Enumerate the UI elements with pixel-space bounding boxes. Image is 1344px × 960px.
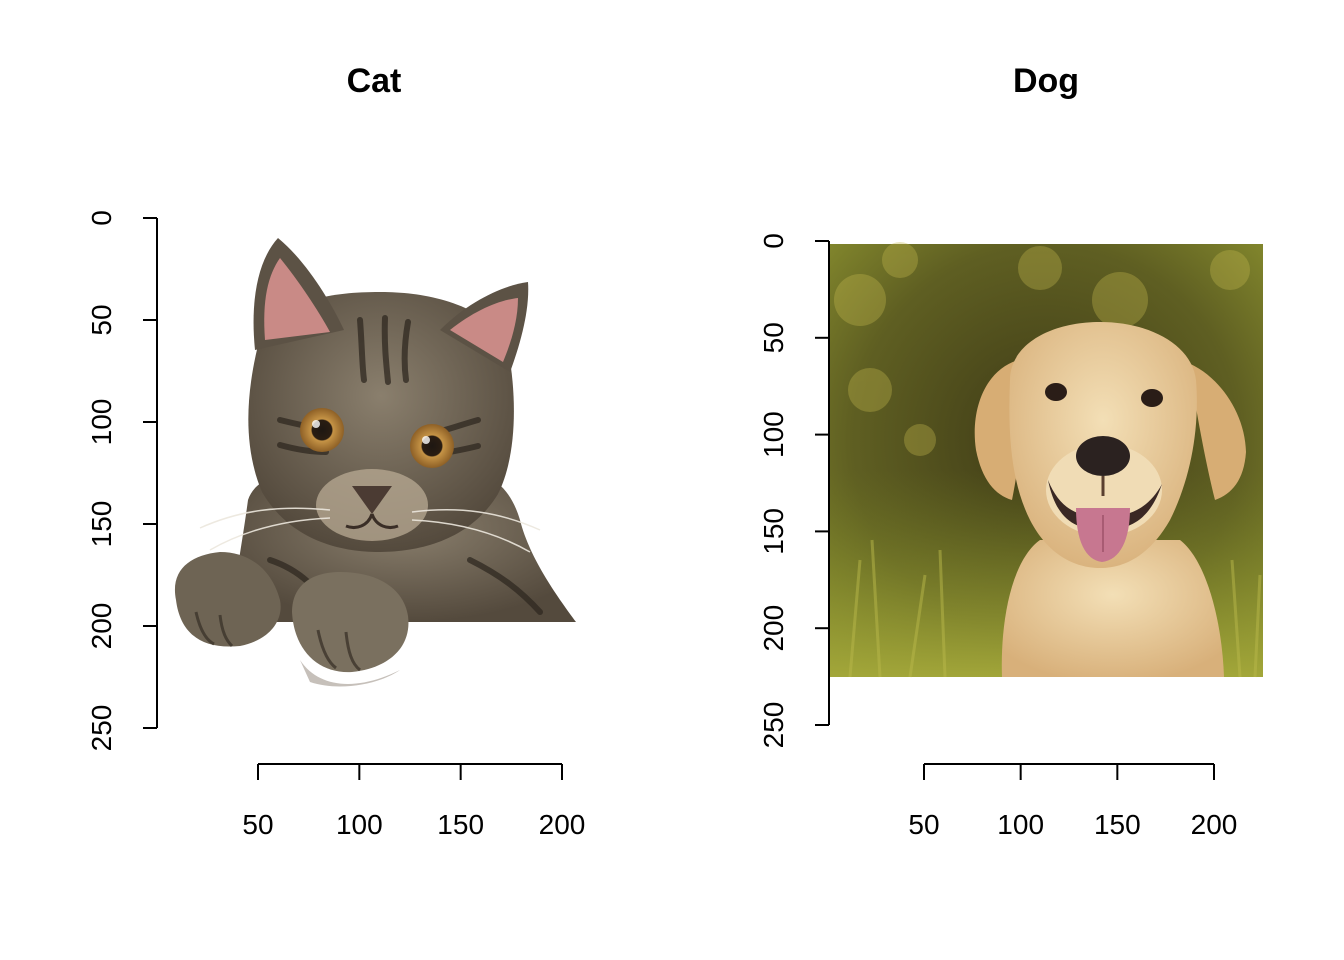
- cat-right-eye: [410, 424, 454, 468]
- dog-title: Dog: [1013, 62, 1079, 100]
- cat-left-paw: [174, 552, 281, 647]
- cat-x-tick-label: 150: [437, 809, 484, 840]
- cat-y-tick-label: 250: [86, 705, 117, 752]
- cat-head: [248, 292, 514, 552]
- cat-nose: [352, 486, 392, 514]
- dog-x-tick-label: 100: [997, 809, 1044, 840]
- cat-y-tick-label: 50: [86, 304, 117, 335]
- dog-y-axis: 0 50 100 150 200 250: [758, 233, 830, 749]
- dog-right-eye: [1141, 389, 1163, 407]
- cat-y-tick-label: 200: [86, 603, 117, 650]
- cat-x-tick-label: 50: [242, 809, 273, 840]
- dog-x-tick-label: 200: [1191, 809, 1238, 840]
- cat-x-tick-label: 200: [539, 809, 586, 840]
- dog-y-tick-label: 250: [758, 702, 789, 749]
- dog-x-tick-label: 150: [1094, 809, 1141, 840]
- cat-y-axis: 0 50 100 150 200 250: [86, 210, 158, 752]
- dog-y-tick-label: 100: [758, 411, 789, 458]
- cat-y-tick-label: 150: [86, 501, 117, 548]
- dog-x-tick-label: 50: [908, 809, 939, 840]
- dog-y-tick-label: 150: [758, 508, 789, 555]
- dog-panel: Dog: [758, 62, 1263, 840]
- dog-chest: [1001, 540, 1224, 677]
- cat-whiskers: [199, 507, 541, 553]
- cat-panel: Cat: [86, 62, 585, 840]
- cat-y-tick-label: 100: [86, 399, 117, 446]
- dog-x-axis: 50 100 150 200: [908, 763, 1238, 840]
- dog-left-eye: [1045, 383, 1067, 401]
- dog-bokeh: [834, 242, 1250, 456]
- cat-left-eye: [300, 408, 344, 452]
- dog-nose: [1076, 436, 1130, 476]
- cat-title: Cat: [347, 62, 402, 100]
- dog-y-tick-label: 200: [758, 605, 789, 652]
- dog-image: [829, 242, 1263, 678]
- cat-y-tick-label: 0: [86, 210, 117, 226]
- cat-image: [174, 238, 576, 687]
- cat-left-ear-inner: [264, 258, 330, 340]
- cat-x-tick-label: 100: [336, 809, 383, 840]
- dog-y-tick-label: 0: [758, 233, 789, 249]
- dog-y-tick-label: 50: [758, 322, 789, 353]
- cat-right-ear-inner: [450, 298, 518, 362]
- cat-x-axis: 50 100 150 200: [242, 763, 586, 840]
